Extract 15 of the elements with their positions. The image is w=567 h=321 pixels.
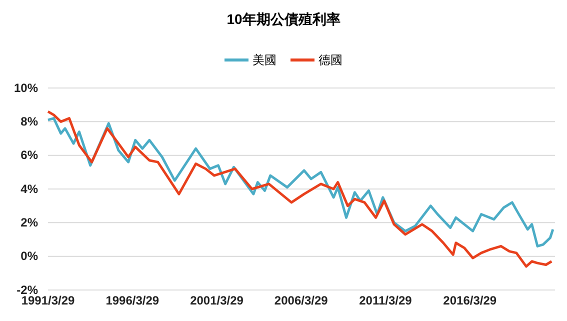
- y-tick-label: 0%: [20, 249, 38, 264]
- chart-title: 10年期公債殖利率: [226, 11, 340, 27]
- y-tick-label: 4%: [20, 182, 38, 196]
- x-tick-label: 2006/3/29: [274, 294, 328, 308]
- y-tick-label: 6%: [20, 148, 38, 162]
- x-tick-label: 2011/3/29: [359, 294, 412, 308]
- x-tick-label: 1996/3/29: [106, 294, 160, 308]
- y-tick-label: 8%: [20, 114, 38, 129]
- legend-label: 德國: [318, 53, 342, 67]
- line-series: [46, 110, 553, 268]
- y-tick-label: 2%: [20, 216, 38, 230]
- x-tick-label: 2016/3/29: [443, 294, 497, 308]
- y-tick-label: 10%: [14, 80, 38, 95]
- x-tick-label: 2001/3/29: [190, 294, 244, 308]
- legend-label: 美國: [252, 53, 276, 67]
